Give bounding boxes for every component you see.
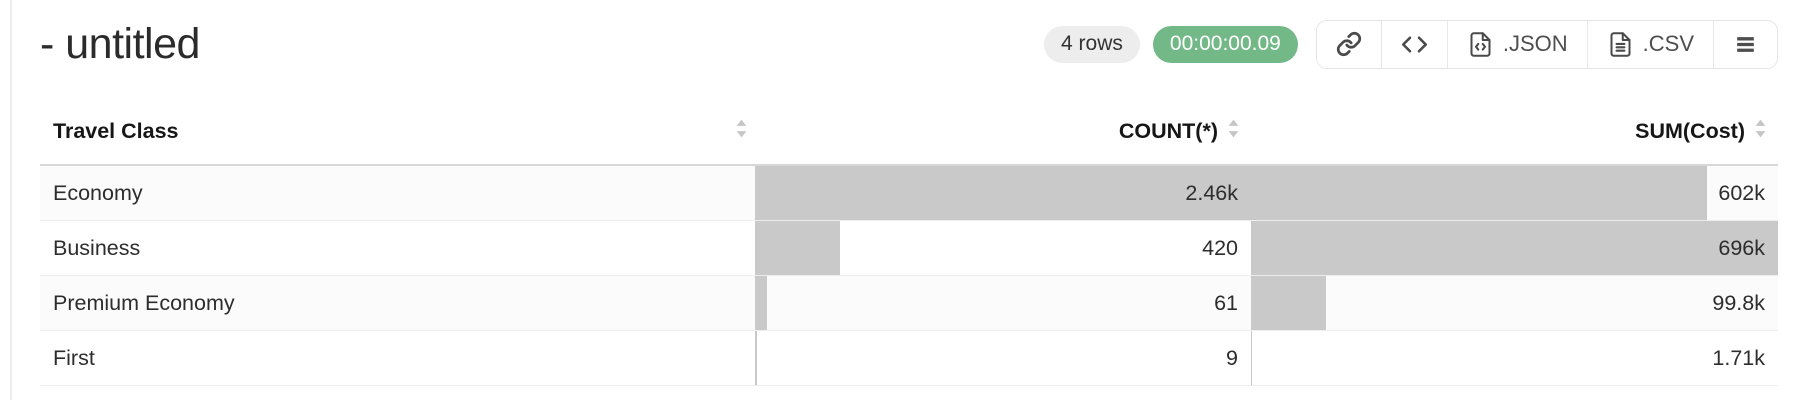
cell-sum[interactable]: 1.71k <box>1251 331 1778 385</box>
column-header-count[interactable]: COUNT(*) <box>755 116 1251 147</box>
hamburger-icon <box>1733 32 1758 57</box>
cell-travel-class[interactable]: Economy <box>40 166 755 220</box>
column-header-sum-cost[interactable]: SUM(Cost) <box>1251 116 1778 147</box>
download-csv-button[interactable]: .CSV <box>1586 20 1713 68</box>
count-value: 61 <box>1214 290 1238 315</box>
sort-icon[interactable] <box>1753 116 1768 147</box>
cell-sum[interactable]: 99.8k <box>1251 276 1778 330</box>
cell-sum[interactable]: 696k <box>1251 221 1778 275</box>
sum-value: 1.71k <box>1712 345 1765 370</box>
travel-class-value: First <box>53 345 95 370</box>
travel-class-value: Business <box>53 235 141 260</box>
copy-link-button[interactable] <box>1316 20 1381 68</box>
table-row: Economy 2.46k 602k <box>40 166 1778 221</box>
cell-travel-class[interactable]: First <box>40 331 755 385</box>
count-value: 420 <box>1202 235 1238 260</box>
file-text-icon <box>1607 31 1634 58</box>
sum-value: 602k <box>1718 180 1765 205</box>
timer-badge: 00:00:00.09 <box>1152 25 1298 63</box>
cell-travel-class[interactable]: Premium Economy <box>40 276 755 330</box>
copy-code-button[interactable] <box>1380 20 1447 68</box>
count-bar <box>755 166 1251 220</box>
column-label: SUM(Cost) <box>1635 118 1745 143</box>
cell-travel-class[interactable]: Business <box>40 221 755 275</box>
file-code-icon <box>1467 31 1494 58</box>
sum-value: 696k <box>1718 235 1765 260</box>
sort-icon[interactable] <box>1226 116 1241 147</box>
sort-icon[interactable] <box>734 116 749 147</box>
cell-sum[interactable]: 602k <box>1251 166 1778 220</box>
download-json-button[interactable]: .JSON <box>1446 20 1587 68</box>
csv-button-label: .CSV <box>1642 31 1694 56</box>
column-label: Travel Class <box>53 118 179 143</box>
topbar-controls: 4 rows 00:00:00.09 <box>1044 19 1778 69</box>
count-bar <box>755 221 840 275</box>
link-icon <box>1336 31 1362 57</box>
menu-button[interactable] <box>1713 20 1777 68</box>
column-label: COUNT(*) <box>1118 118 1218 143</box>
sum-bar <box>1251 331 1253 385</box>
sum-value: 99.8k <box>1712 290 1765 315</box>
travel-class-value: Premium Economy <box>53 290 235 315</box>
table-row: Premium Economy 61 99.8k <box>40 276 1778 331</box>
cell-count[interactable]: 2.46k <box>755 166 1251 220</box>
sum-bar <box>1251 221 1778 275</box>
count-value: 2.46k <box>1185 180 1238 205</box>
column-header-travel-class[interactable]: Travel Class <box>40 116 755 147</box>
table-row: First 9 1.71k <box>40 331 1778 386</box>
travel-class-value: Economy <box>53 180 143 205</box>
page-title[interactable]: - untitled <box>40 19 200 68</box>
count-bar <box>755 331 757 385</box>
count-value: 9 <box>1226 345 1238 370</box>
code-icon <box>1401 31 1428 58</box>
table-body: Economy 2.46k 602k Business 420 696k Pre… <box>40 166 1778 386</box>
json-button-label: .JSON <box>1502 31 1568 56</box>
cell-count[interactable]: 420 <box>755 221 1251 275</box>
cell-count[interactable]: 9 <box>755 331 1251 385</box>
sum-bar <box>1251 276 1327 330</box>
cell-count[interactable]: 61 <box>755 276 1251 330</box>
topbar: - untitled 4 rows 00:00:00.09 <box>40 0 1778 72</box>
count-bar <box>755 276 768 330</box>
row-count-badge: 4 rows <box>1044 25 1140 63</box>
results-table: Travel Class COUNT(*) SU <box>40 98 1778 386</box>
pane-divider <box>10 0 12 400</box>
table-header-row: Travel Class COUNT(*) SU <box>40 98 1778 166</box>
export-toolbar: .JSON .CSV <box>1315 19 1778 69</box>
table-row: Business 420 696k <box>40 221 1778 276</box>
sum-bar <box>1251 166 1707 220</box>
results-panel: - untitled 4 rows 00:00:00.09 <box>40 0 1778 386</box>
